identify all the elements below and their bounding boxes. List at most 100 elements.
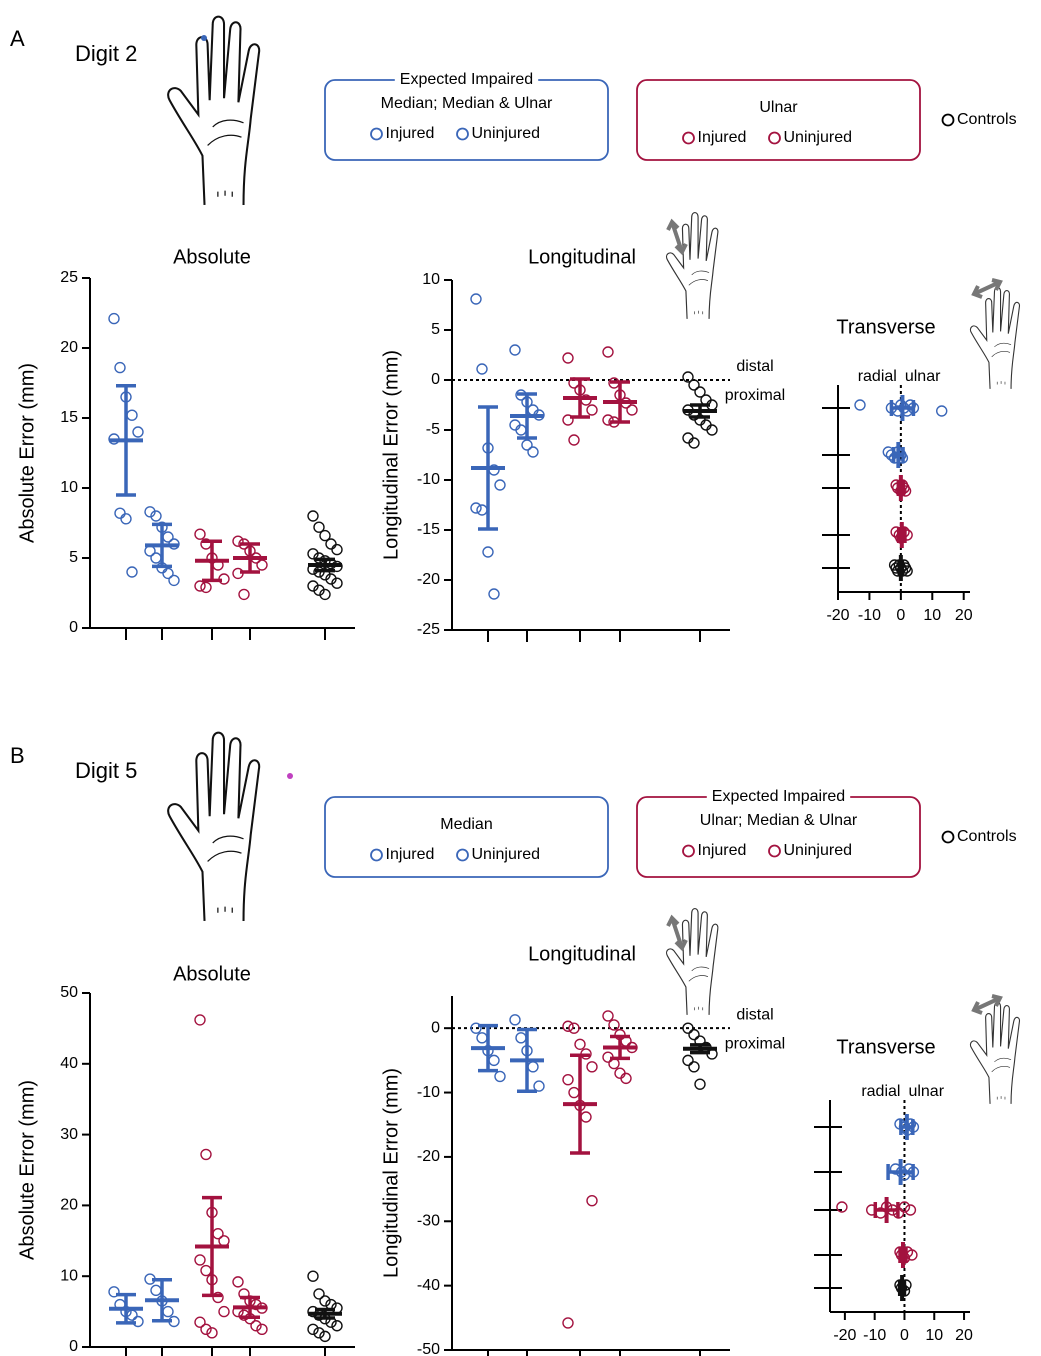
y-tick-label: 30 [60,1126,78,1143]
data-point [586,404,598,416]
data-point [482,546,494,558]
y-tick-label: -40 [417,1277,440,1294]
data-point [218,1235,230,1247]
data-point [562,1317,574,1329]
y-tick-label: -5 [426,421,440,438]
data-point [568,434,580,446]
legend-box [636,79,921,161]
data-point [256,1323,268,1336]
chart: -25 -20 -15 -10 -5 0 5 10 Longitudinal Longitudin… [380,246,785,642]
data-point [515,1032,527,1044]
legend-box [324,796,609,878]
data-point [162,567,174,580]
data-point [682,1054,694,1067]
data-point [319,588,331,601]
data-point [562,352,574,364]
y-tick-label: 15 [60,409,78,426]
data-point [586,1061,598,1073]
data-point [694,386,706,398]
data-point [476,504,488,516]
data-point [232,1276,244,1288]
data-point [108,1286,120,1298]
y-tick-label: -15 [417,521,440,538]
legend-marker [682,844,695,858]
legend-box [636,796,921,878]
y-axis-label: Longitudinal Error (mm) [380,350,402,560]
y-tick-label: 25 [60,269,78,286]
data-point [200,1148,212,1161]
data-point [488,1054,500,1067]
y-tick-label: 50 [60,984,78,1001]
y-tick-label: 10 [60,479,78,496]
legend-marker [682,131,695,145]
legend-label: Injured [698,129,747,146]
legend-label: Controls [957,111,1017,128]
chart: -20 -10 0 10 20 Transverse radial ulnar [822,316,973,624]
data-point [904,399,916,411]
data-point [494,479,506,491]
y-tick-label: -30 [417,1212,440,1229]
data-point [150,510,162,522]
data-point [200,1264,212,1277]
data-point [313,1288,325,1300]
data-point [533,1080,545,1092]
data-point [307,1270,319,1282]
data-point [114,507,126,519]
annotation: proximal [725,1035,785,1052]
chart: -20 -10 0 10 20 Transverse radial ulnar [814,1036,973,1344]
y-tick-label: 10 [60,1267,78,1284]
legend-label: Injured [698,842,747,859]
y-tick-label: -20 [417,1148,440,1165]
data-point [325,538,337,550]
annotation: radial [858,368,897,385]
legend-marker [370,127,383,141]
y-tick-label: 0 [431,371,440,388]
x-tick-label: 20 [955,607,973,624]
data-point [614,1067,626,1079]
data-point [854,399,866,411]
legend-marker [941,830,955,844]
y-axis-label: Absolute Error (mm) [16,363,38,543]
data-point [132,426,144,438]
x-tick-label: -20 [826,607,849,624]
data-point [527,446,539,458]
x-tick-label: -10 [858,607,881,624]
data-point [509,1014,521,1026]
annotation: ulnar [905,368,941,385]
data-point [194,580,206,592]
legend-title-bg [706,788,851,806]
legend-label: Uninjured [784,842,852,859]
data-point [114,361,126,374]
y-tick-label: 0 [69,619,78,636]
y-tick-label: -20 [417,571,440,588]
data-point [608,1019,620,1031]
data-point [688,437,700,449]
legend-label: Uninjured [472,125,540,142]
data-point [602,346,614,358]
annotation: ulnar [908,1083,944,1100]
legend-marker [768,844,781,858]
data-point [521,439,533,451]
chart-title: Longitudinal [528,943,636,965]
y-tick-label: -10 [417,1084,440,1101]
y-tick-label: 5 [69,549,78,566]
legend-label: Uninjured [472,846,540,863]
data-point [331,577,343,589]
legend-line: Median; Median & Ulnar [381,95,553,112]
data-point [150,1284,162,1297]
data-point [470,502,482,514]
chart: 0 5 10 15 20 25 Absolute Absolute Error (mm) [16,246,355,640]
data-point [168,574,180,587]
chart: -50 -40 -30 -20 -10 0 Longitudinal Longitudinal… [380,943,785,1356]
data-point [238,588,250,601]
legend-label: Controls [957,828,1017,845]
data-point [307,1305,319,1318]
data-point [682,1022,694,1034]
y-tick-label: 0 [69,1338,78,1355]
chart: 0 10 20 30 40 50 Absolute Absolute Error (mm) [16,963,355,1356]
chart-title: Transverse [836,316,935,338]
data-point [200,1323,212,1336]
data-point [194,1316,206,1328]
data-point [194,1254,206,1266]
data-point [313,1327,325,1339]
